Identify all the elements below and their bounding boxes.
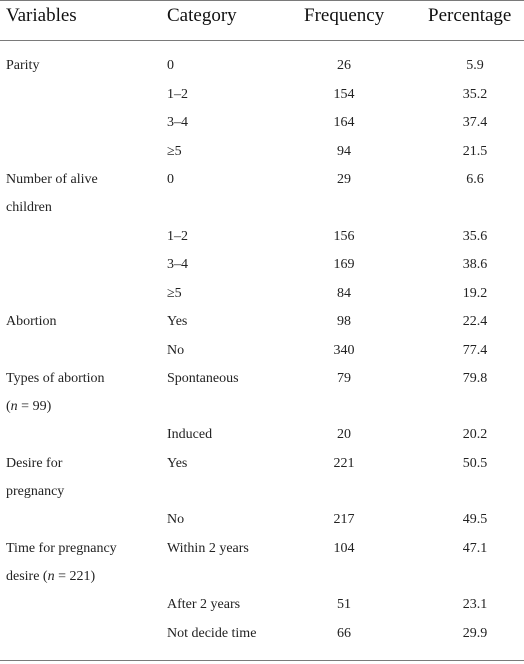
variable-abortion: Abortion	[6, 314, 57, 329]
frequency-cell: 26	[337, 58, 351, 73]
percentage-cell: 21.5	[462, 144, 488, 159]
table-bottom-rule	[0, 660, 524, 661]
percentage-cell: 20.2	[462, 427, 488, 442]
category-cell: 0	[167, 172, 174, 187]
frequency-cell: 221	[333, 456, 355, 471]
percentage-cell: 5.9	[466, 58, 484, 73]
frequency-cell: 51	[337, 597, 351, 612]
frequency-cell: 104	[333, 541, 355, 556]
frequency-cell: 20	[337, 427, 351, 442]
percentage-cell: 19.2	[462, 286, 488, 301]
percentage-cell: 23.1	[462, 597, 488, 612]
frequency-cell: 217	[333, 512, 355, 527]
variable-types-of-abortion: Types of abortion (n = 99)	[6, 365, 105, 421]
percentage-cell: 29.9	[462, 626, 488, 641]
header-category: Category	[167, 5, 237, 26]
variable-line2: children	[6, 200, 52, 215]
percentage-cell: 77.4	[462, 343, 488, 358]
category-cell: Yes	[167, 456, 188, 471]
variable-desire-for-pregnancy: Desire for pregnancy	[6, 450, 64, 506]
category-cell: ≥5	[167, 286, 182, 301]
category-cell: 1–2	[167, 229, 188, 244]
category-cell: 1–2	[167, 87, 188, 102]
frequency-cell: 79	[337, 371, 351, 386]
percentage-cell: 6.6	[466, 172, 484, 187]
percentage-cell: 50.5	[462, 456, 488, 471]
variable-number-of-alive-children: Number of alive children	[6, 166, 98, 222]
percentage-cell: 38.6	[462, 257, 488, 272]
frequency-cell: 98	[337, 314, 351, 329]
n-symbol: n	[47, 569, 55, 584]
percentage-cell: 35.6	[462, 229, 488, 244]
category-cell: 3–4	[167, 115, 188, 130]
variable-time-for-pregnancy-desire: Time for pregnancy desire (n = 221)	[6, 535, 117, 591]
frequency-cell: 164	[333, 115, 355, 130]
variable-line1: Types of abortion	[6, 371, 105, 386]
percentage-cell: 79.8	[462, 371, 488, 386]
frequency-cell: 94	[337, 144, 351, 159]
variable-line1: Desire for	[6, 456, 63, 471]
frequency-cell: 169	[333, 257, 355, 272]
percentage-cell: 37.4	[462, 115, 488, 130]
header-rule	[0, 40, 524, 41]
category-cell: Not decide time	[167, 626, 257, 641]
category-cell: No	[167, 512, 185, 527]
variable-line2-prefix: desire (	[6, 569, 48, 584]
n-value: = 99)	[17, 399, 52, 414]
category-cell: 3–4	[167, 257, 188, 272]
header-variables: Variables	[6, 5, 77, 26]
category-cell: Yes	[167, 314, 188, 329]
category-cell: Within 2 years	[167, 541, 249, 556]
category-cell: After 2 years	[167, 597, 241, 612]
frequency-cell: 154	[333, 87, 355, 102]
header-frequency: Frequency	[304, 5, 385, 26]
category-cell: Induced	[167, 427, 213, 442]
frequency-cell: 340	[333, 343, 355, 358]
frequency-cell: 84	[337, 286, 351, 301]
percentage-cell: 49.5	[462, 512, 488, 527]
category-cell: 0	[167, 58, 174, 73]
percentage-cell: 22.4	[462, 314, 488, 329]
percentage-cell: 47.1	[462, 541, 488, 556]
percentage-cell: 35.2	[462, 87, 488, 102]
n-value: = 221)	[54, 569, 96, 584]
frequency-cell: 156	[333, 229, 355, 244]
category-cell: No	[167, 343, 185, 358]
variable-line2: desire (n = 221)	[6, 563, 117, 591]
variable-line1: Number of alive	[6, 172, 98, 187]
variable-line2: (n = 99)	[6, 399, 52, 414]
header-percentage: Percentage	[428, 5, 512, 26]
category-cell: ≥5	[167, 144, 182, 159]
variable-line1: Time for pregnancy	[6, 541, 117, 556]
table-top-rule	[0, 0, 524, 1]
frequency-cell: 29	[337, 172, 351, 187]
n-symbol: n	[10, 399, 18, 414]
category-cell: Spontaneous	[167, 371, 239, 386]
variable-line2: pregnancy	[6, 484, 65, 499]
frequency-cell: 66	[337, 626, 351, 641]
variable-parity: Parity	[6, 58, 40, 73]
